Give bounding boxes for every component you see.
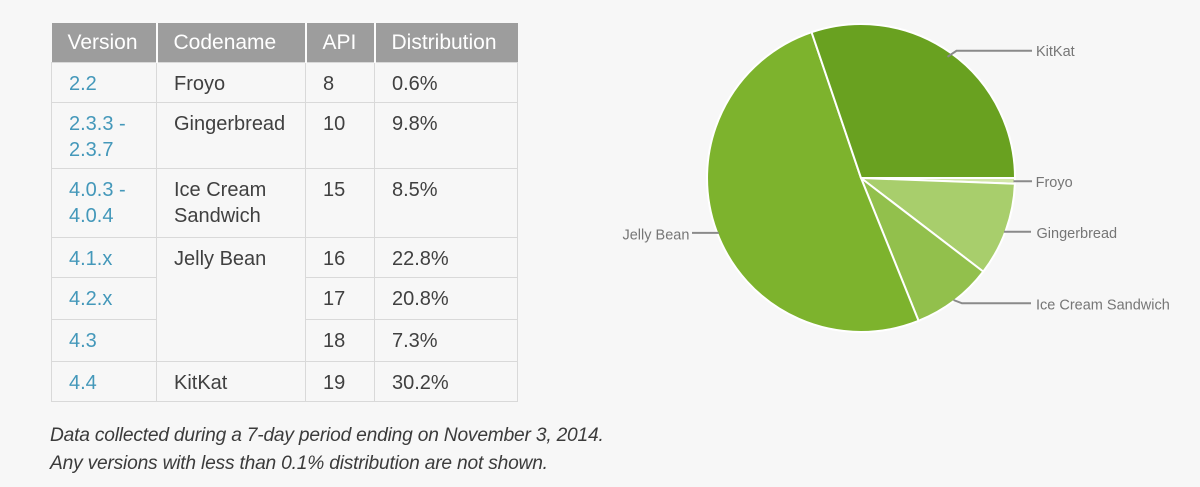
svg-text:Ice Cream Sandwich: Ice Cream Sandwich	[1036, 298, 1170, 314]
svg-text:Jelly Bean: Jelly Bean	[622, 227, 689, 243]
svg-text:Froyo: Froyo	[1036, 175, 1073, 191]
svg-text:KitKat: KitKat	[1036, 44, 1075, 60]
svg-text:Gingerbread: Gingerbread	[1037, 226, 1118, 242]
